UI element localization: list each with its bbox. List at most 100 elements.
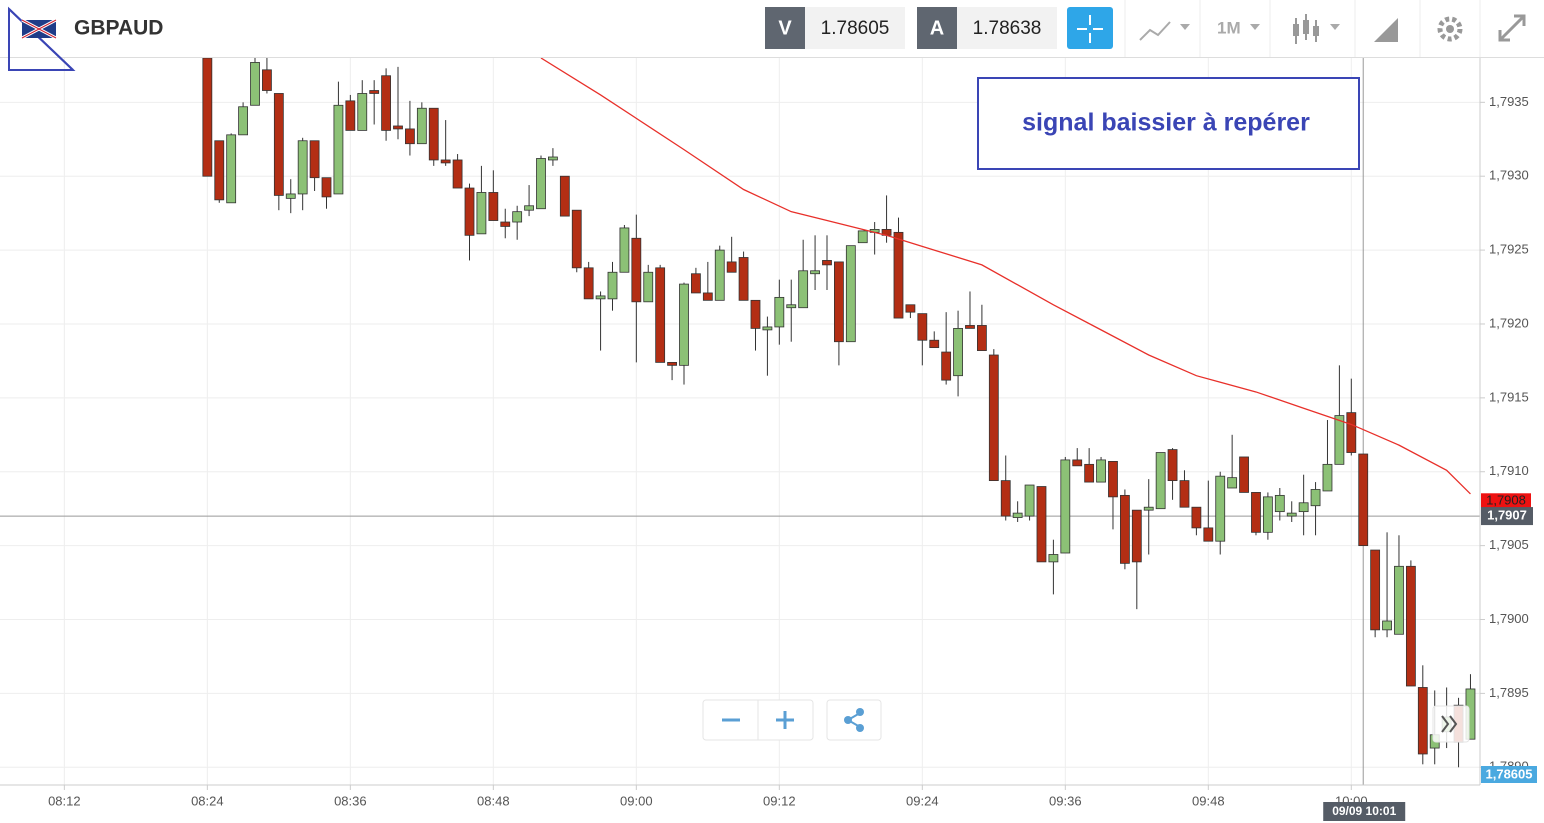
x-tick-label: 09:00 — [620, 793, 653, 808]
candle-body — [321, 177, 332, 198]
fullscreen-icon[interactable] — [1498, 14, 1526, 42]
y-tick-label: 1,7930 — [1489, 168, 1529, 183]
settings-icon[interactable] — [1437, 16, 1463, 42]
candle-body — [1322, 463, 1333, 492]
ask-price: 1.78638 — [973, 18, 1042, 39]
candle-body — [1370, 549, 1381, 631]
candle-body — [1298, 502, 1309, 513]
candle-body — [667, 361, 677, 366]
zoom-in[interactable] — [776, 711, 794, 729]
candle-body — [702, 292, 713, 301]
share-button[interactable] — [826, 699, 882, 741]
bid-box[interactable] — [805, 7, 905, 49]
y-tick-label: 1,7905 — [1489, 537, 1529, 552]
candle-body — [1131, 509, 1142, 563]
candle-body — [965, 325, 975, 329]
candle-body — [345, 100, 356, 131]
candle-body — [428, 107, 439, 161]
candle-body — [1060, 459, 1071, 554]
candle-body — [548, 156, 558, 161]
draw-icon[interactable] — [1374, 18, 1398, 42]
candle-body — [917, 313, 928, 341]
candle-body — [595, 295, 606, 300]
share-icon-dot — [856, 708, 864, 716]
x-tick-label: 08:12 — [48, 793, 81, 808]
candle-body — [1251, 492, 1261, 533]
scroll-right[interactable] — [1432, 705, 1470, 743]
flag-cross-red — [21, 19, 57, 39]
y-tick-label: 1,7910 — [1489, 463, 1529, 478]
candle-body — [381, 75, 391, 131]
candle-body — [440, 159, 451, 164]
settings-icon-hub — [1446, 25, 1454, 33]
candle-body — [357, 93, 368, 131]
candle-body — [857, 230, 868, 244]
candle-body — [691, 273, 701, 294]
symbol: GBPAUD — [74, 17, 163, 40]
ask-box[interactable] — [957, 7, 1057, 49]
ask-label: A — [930, 17, 944, 39]
candle-body — [393, 125, 403, 130]
annotation-box — [977, 77, 1360, 170]
candle-body — [524, 205, 534, 211]
candle-body — [1227, 477, 1238, 489]
candle-body — [583, 267, 594, 300]
candle-body — [1024, 484, 1035, 517]
candle-body — [834, 261, 844, 343]
timeframe[interactable]: 1M — [1217, 18, 1241, 37]
y-tick-label: 1,7925 — [1489, 242, 1529, 257]
candle-body — [1346, 412, 1357, 453]
candle-body — [1155, 452, 1166, 510]
candle-body — [559, 175, 570, 217]
dropdown-arrow — [1330, 24, 1340, 30]
y-tick-label: 1,7915 — [1489, 389, 1529, 404]
candle-body — [1274, 494, 1285, 513]
candle-body — [1358, 453, 1369, 547]
candle-body — [941, 351, 952, 381]
candle-body — [810, 270, 820, 275]
x-tick-label: 09:24 — [906, 793, 939, 808]
candle-body — [822, 260, 832, 266]
chart-type-icon[interactable] — [1139, 21, 1171, 41]
candle-body — [1036, 486, 1047, 563]
x-tick-label: 09:36 — [1049, 793, 1082, 808]
candle-body — [1108, 460, 1118, 498]
candle-body — [929, 339, 940, 349]
candle-body — [1084, 463, 1095, 483]
share-icon-dot — [856, 724, 864, 732]
bid-label-box[interactable] — [765, 7, 805, 49]
x-tick-label: 08:48 — [477, 793, 510, 808]
candle-body — [1048, 554, 1059, 563]
ask-label-box[interactable] — [917, 7, 957, 49]
plot-area — [0, 58, 1480, 785]
candle-body — [309, 140, 320, 179]
candle-body — [619, 227, 630, 273]
candle-body — [452, 159, 463, 189]
crosshair-button[interactable] — [1067, 7, 1113, 49]
candle-body — [798, 270, 809, 309]
x-tick-label: 09:12 — [763, 793, 796, 808]
candle-body — [273, 93, 284, 196]
candle-body — [1203, 527, 1214, 542]
axes: 1,7935 1,7930 1,7925 1,7920 1,7915 1,7910 1,79… — [0, 58, 1529, 808]
candle-body — [953, 328, 963, 377]
crosshair-y-label: 1,7907 — [1487, 508, 1527, 523]
y-tick-label: 1,7935 — [1489, 94, 1529, 109]
candle-body — [1167, 449, 1178, 482]
candle-body — [464, 187, 475, 236]
annotation: signal baissier à repérer — [1022, 109, 1310, 137]
candle-body — [750, 299, 761, 329]
candle-body — [1417, 687, 1428, 755]
price-tag — [1481, 493, 1531, 510]
current-price-label: 1,78605 — [1486, 766, 1533, 781]
candle-body — [226, 134, 237, 204]
candle-body — [631, 237, 642, 303]
candle-body — [1191, 506, 1202, 529]
candle-body — [488, 192, 499, 221]
candle-body — [607, 271, 618, 300]
candle-body — [1286, 512, 1297, 517]
candle-body — [1394, 565, 1404, 635]
candle-body — [1262, 496, 1273, 533]
